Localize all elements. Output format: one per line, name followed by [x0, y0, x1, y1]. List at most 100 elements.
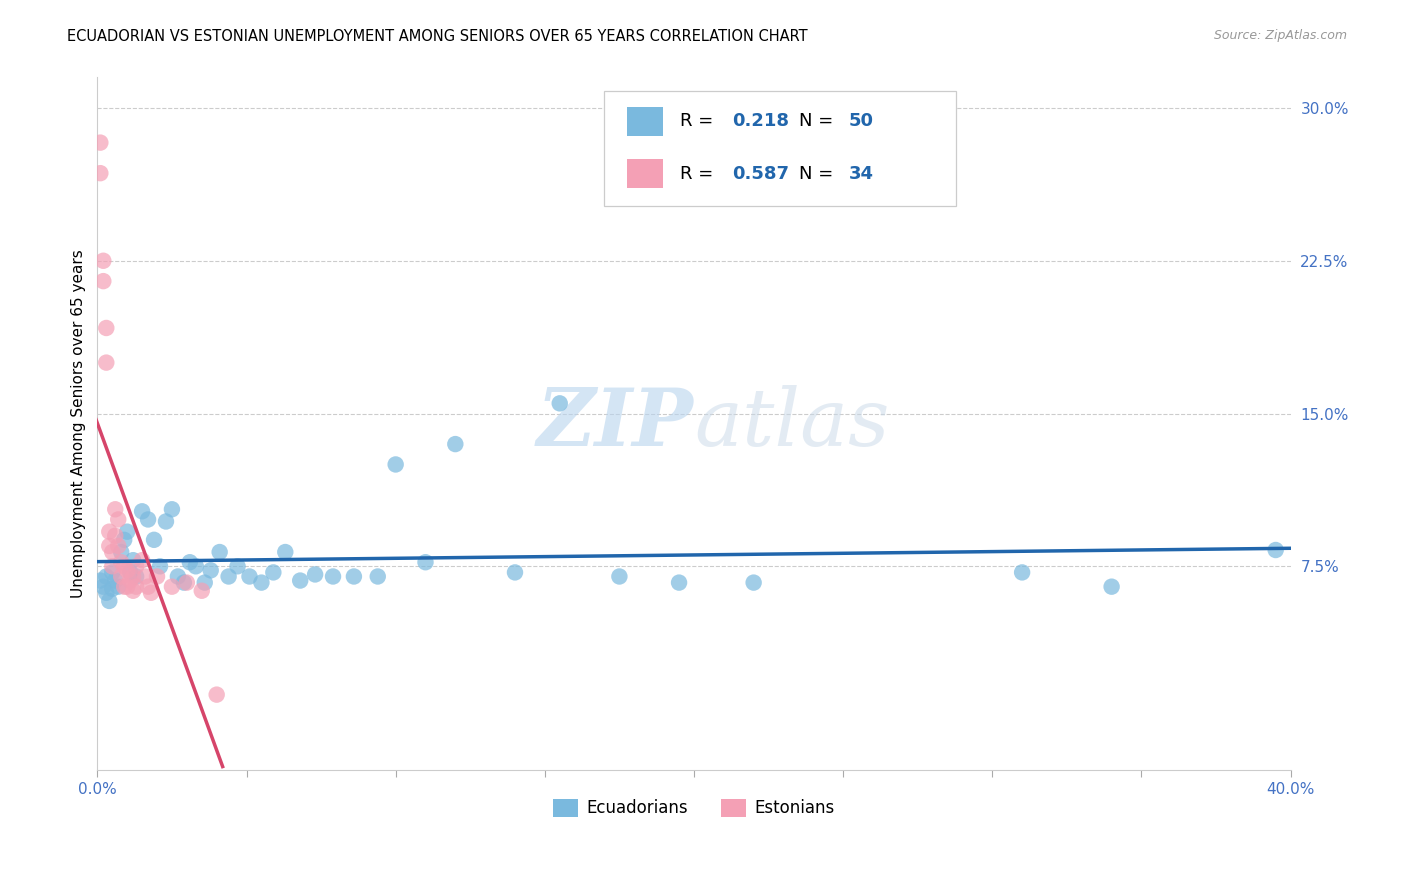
Text: atlas: atlas	[695, 385, 890, 462]
Point	[226, 559, 249, 574]
Point	[96, 321, 118, 335]
Point	[122, 569, 145, 583]
Point	[89, 136, 111, 150]
Point	[91, 274, 114, 288]
Point	[343, 569, 366, 583]
Text: 50: 50	[849, 112, 875, 130]
Point	[104, 502, 127, 516]
Point	[262, 566, 284, 580]
Text: 34: 34	[849, 165, 875, 183]
Text: Source: ZipAtlas.com: Source: ZipAtlas.com	[1213, 29, 1347, 42]
Point	[101, 566, 124, 580]
Text: N =: N =	[799, 165, 839, 183]
Y-axis label: Unemployment Among Seniors over 65 years: Unemployment Among Seniors over 65 years	[72, 250, 86, 599]
Point	[107, 539, 129, 553]
Point	[104, 574, 127, 588]
Point	[548, 396, 571, 410]
Point	[110, 569, 132, 583]
Point	[218, 569, 240, 583]
Bar	[627, 159, 664, 188]
Text: R =: R =	[679, 112, 718, 130]
Point	[176, 575, 198, 590]
Point	[415, 555, 437, 569]
Point	[112, 580, 135, 594]
Point	[120, 566, 142, 580]
Point	[125, 569, 148, 583]
Point	[179, 555, 201, 569]
Point	[742, 575, 765, 590]
Point	[238, 569, 260, 583]
Point	[205, 688, 228, 702]
Point	[89, 166, 111, 180]
Point	[155, 515, 177, 529]
Point	[503, 566, 526, 580]
Point	[1101, 580, 1123, 594]
Point	[250, 575, 273, 590]
Point	[609, 569, 631, 583]
Point	[122, 553, 145, 567]
Point	[208, 545, 231, 559]
Text: ZIP: ZIP	[537, 385, 695, 462]
Point	[384, 458, 406, 472]
Point	[101, 559, 124, 574]
Point	[91, 253, 114, 268]
Point	[96, 356, 118, 370]
Point	[134, 569, 156, 583]
Point	[98, 524, 121, 539]
Point	[89, 574, 111, 588]
Point	[110, 545, 132, 559]
Point	[160, 502, 183, 516]
Point	[112, 559, 135, 574]
Point	[304, 567, 326, 582]
Point	[104, 529, 127, 543]
Point	[122, 583, 145, 598]
Point	[91, 580, 114, 594]
Point	[290, 574, 312, 588]
Legend: Ecuadorians, Estonians: Ecuadorians, Estonians	[547, 792, 842, 824]
Point	[101, 545, 124, 559]
Point	[131, 553, 153, 567]
Point	[112, 533, 135, 547]
Point	[131, 504, 153, 518]
Point	[668, 575, 690, 590]
Point	[139, 586, 162, 600]
Point	[115, 524, 138, 539]
Point	[120, 574, 142, 588]
Point	[107, 580, 129, 594]
Text: ECUADORIAN VS ESTONIAN UNEMPLOYMENT AMONG SENIORS OVER 65 YEARS CORRELATION CHAR: ECUADORIAN VS ESTONIAN UNEMPLOYMENT AMON…	[67, 29, 808, 44]
Point	[125, 559, 148, 574]
Bar	[627, 107, 664, 136]
Text: N =: N =	[799, 112, 839, 130]
Point	[173, 575, 195, 590]
Point	[274, 545, 297, 559]
Point	[98, 539, 121, 553]
Point	[1011, 566, 1033, 580]
Point	[115, 563, 138, 577]
Point	[98, 594, 121, 608]
Point	[107, 512, 129, 526]
Point	[96, 569, 118, 583]
Point	[149, 559, 172, 574]
Point	[200, 563, 222, 577]
Point	[444, 437, 467, 451]
Text: 0.587: 0.587	[733, 165, 789, 183]
Point	[125, 580, 148, 594]
Point	[146, 569, 169, 583]
Point	[96, 586, 118, 600]
Point	[143, 533, 166, 547]
Point	[184, 559, 207, 574]
Point	[115, 580, 138, 594]
Point	[101, 582, 124, 596]
FancyBboxPatch shape	[605, 91, 956, 205]
Point	[167, 569, 190, 583]
Point	[110, 555, 132, 569]
Point	[190, 583, 212, 598]
Point	[367, 569, 389, 583]
Text: R =: R =	[679, 165, 718, 183]
Point	[136, 580, 159, 594]
Point	[136, 512, 159, 526]
Point	[194, 575, 217, 590]
Point	[1264, 543, 1286, 558]
Point	[160, 580, 183, 594]
Point	[322, 569, 344, 583]
